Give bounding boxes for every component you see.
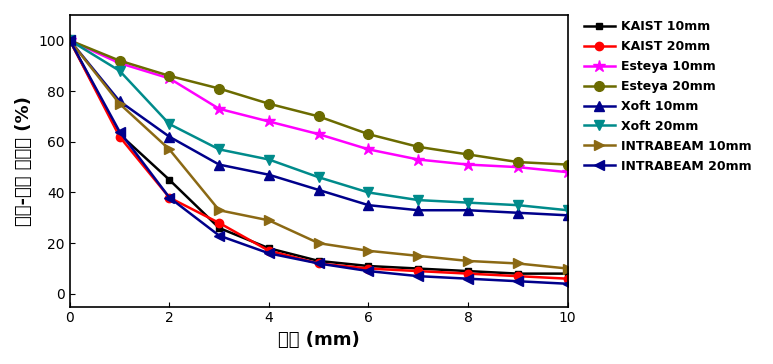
Line: Xoft 20mm: Xoft 20mm [65,36,573,215]
Esteya 20mm [165,74,174,78]
Xoft 10mm [65,38,74,43]
Esteya 10mm [65,38,74,43]
Esteya 20mm [314,114,323,119]
Esteya 20mm [115,59,124,63]
Esteya 20mm [364,132,373,136]
KAIST 20mm [464,272,473,276]
Esteya 20mm [414,145,423,149]
Esteya 20mm [264,102,274,106]
INTRABEAM 20mm [314,261,323,266]
KAIST 20mm [264,249,274,253]
INTRABEAM 20mm [115,130,124,134]
KAIST 20mm [214,221,223,225]
Xoft 20mm [364,190,373,195]
KAIST 10mm [464,269,473,273]
Line: Esteya 10mm: Esteya 10mm [63,34,574,178]
INTRABEAM 10mm [214,208,223,213]
INTRABEAM 20mm [65,38,74,43]
INTRABEAM 20mm [264,251,274,256]
INTRABEAM 20mm [214,233,223,238]
Esteya 20mm [214,86,223,91]
KAIST 10mm [264,246,274,250]
Xoft 10mm [264,173,274,177]
INTRABEAM 20mm [165,195,174,200]
KAIST 10mm [414,266,423,271]
INTRABEAM 20mm [414,274,423,278]
KAIST 10mm [115,132,124,136]
INTRABEAM 10mm [65,38,74,43]
KAIST 20mm [513,274,523,278]
Y-axis label: 깐이-선량 백분율 (%): 깐이-선량 백분율 (%) [15,96,33,226]
Line: Xoft 10mm: Xoft 10mm [65,36,573,220]
Xoft 20mm [264,157,274,162]
Xoft 20mm [513,203,523,207]
KAIST 20mm [115,135,124,139]
Esteya 10mm [214,107,223,111]
KAIST 10mm [214,226,223,230]
Line: Esteya 20mm: Esteya 20mm [65,36,573,170]
INTRABEAM 10mm [414,254,423,258]
INTRABEAM 10mm [264,218,274,222]
Line: INTRABEAM 10mm: INTRABEAM 10mm [65,36,573,273]
Esteya 10mm [264,119,274,124]
Esteya 20mm [513,160,523,164]
Esteya 10mm [414,157,423,162]
Xoft 20mm [314,175,323,179]
Xoft 10mm [115,99,124,103]
Xoft 20mm [214,147,223,151]
KAIST 20mm [165,195,174,200]
KAIST 20mm [314,261,323,266]
INTRABEAM 10mm [364,249,373,253]
Line: KAIST 10mm: KAIST 10mm [66,37,571,277]
Esteya 10mm [464,162,473,167]
Xoft 20mm [65,38,74,43]
Xoft 20mm [563,208,572,213]
Xoft 10mm [214,162,223,167]
Esteya 10mm [563,170,572,174]
Esteya 10mm [513,165,523,169]
Esteya 20mm [65,38,74,43]
KAIST 20mm [414,269,423,273]
Esteya 10mm [115,61,124,66]
Xoft 10mm [464,208,473,213]
INTRABEAM 10mm [165,147,174,151]
KAIST 10mm [165,178,174,182]
KAIST 10mm [364,264,373,268]
INTRABEAM 10mm [464,259,473,263]
INTRABEAM 10mm [513,261,523,266]
Xoft 20mm [414,198,423,202]
Esteya 20mm [563,162,572,167]
INTRABEAM 10mm [314,241,323,245]
Esteya 20mm [464,152,473,157]
Xoft 10mm [513,211,523,215]
Xoft 20mm [115,68,124,73]
Esteya 10mm [314,132,323,136]
INTRABEAM 20mm [513,279,523,284]
Xoft 20mm [464,201,473,205]
Xoft 10mm [314,188,323,192]
Esteya 10mm [364,147,373,151]
KAIST 20mm [563,277,572,281]
Line: KAIST 20mm: KAIST 20mm [66,36,572,283]
Xoft 20mm [165,122,174,126]
Esteya 10mm [165,76,174,80]
Xoft 10mm [364,203,373,207]
Xoft 10mm [563,213,572,217]
KAIST 20mm [364,266,373,271]
INTRABEAM 20mm [364,269,373,273]
Legend: KAIST 10mm, KAIST 20mm, Esteya 10mm, Esteya 20mm, Xoft 10mm, Xoft 20mm, INTRABEA: KAIST 10mm, KAIST 20mm, Esteya 10mm, Est… [579,15,757,178]
Xoft 10mm [165,135,174,139]
KAIST 10mm [314,259,323,263]
INTRABEAM 20mm [464,277,473,281]
Xoft 10mm [414,208,423,213]
KAIST 10mm [563,272,572,276]
X-axis label: 깐이 (mm): 깐이 (mm) [278,331,359,349]
Line: INTRABEAM 20mm: INTRABEAM 20mm [65,36,573,289]
INTRABEAM 10mm [115,102,124,106]
INTRABEAM 20mm [563,282,572,286]
KAIST 20mm [65,38,74,43]
INTRABEAM 10mm [563,266,572,271]
KAIST 10mm [513,272,523,276]
KAIST 10mm [65,38,74,43]
